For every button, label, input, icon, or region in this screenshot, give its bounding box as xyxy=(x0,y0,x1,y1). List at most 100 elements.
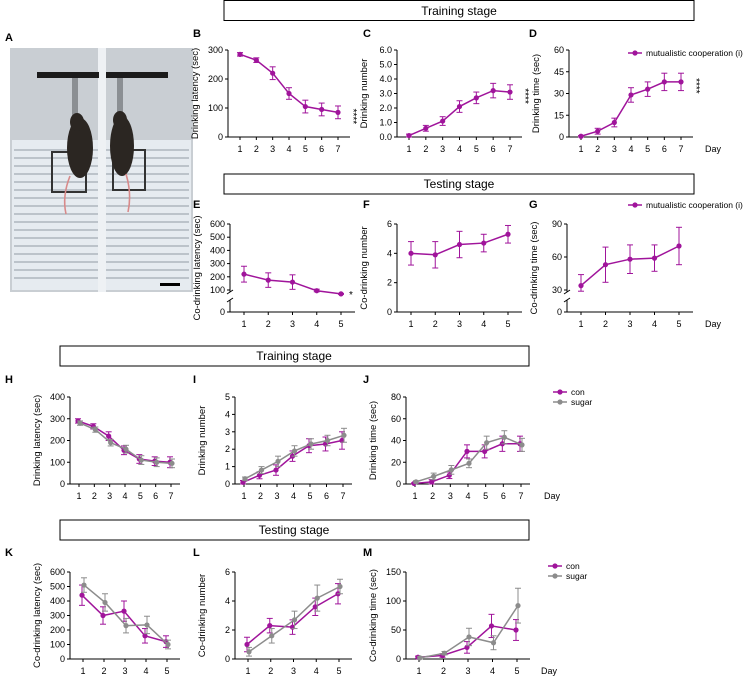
x-tick-label: 1 xyxy=(416,666,421,676)
legend-label: sugar xyxy=(566,571,587,581)
stage-label-training-2: Training stage xyxy=(256,349,332,363)
photo-mouse-right xyxy=(110,116,134,176)
panel-letter-e: E xyxy=(193,199,200,211)
legend-swatch-marker xyxy=(632,202,638,208)
data-point xyxy=(314,595,320,601)
x-tick-label: 4 xyxy=(481,319,486,329)
x-tick-label: 6 xyxy=(153,491,158,501)
significance-marker: **** xyxy=(347,109,358,125)
series-line xyxy=(239,53,339,114)
panel-letter-d: D xyxy=(529,28,537,40)
y-tick-label: 0 xyxy=(557,307,562,317)
stage-banner-training-2: Training stage xyxy=(59,345,530,367)
x-tick-label: 2 xyxy=(101,666,106,676)
x-tick-label: 3 xyxy=(290,319,295,329)
x-tick-label: 7 xyxy=(507,144,512,154)
x-tick-label: 3 xyxy=(465,666,470,676)
y-tick-label: 4 xyxy=(387,248,392,258)
y-tick-label: 100 xyxy=(386,596,401,606)
panel-letter-f: F xyxy=(363,199,370,211)
data-point xyxy=(269,633,275,639)
y-tick-label: 50 xyxy=(391,625,401,635)
x-tick-label: 4 xyxy=(286,144,291,154)
data-point xyxy=(270,70,276,76)
x-tick-label: 5 xyxy=(645,144,650,154)
panel-letter-g: G xyxy=(529,199,538,211)
x-tick-label: 3 xyxy=(107,491,112,501)
x-tick-label: 4 xyxy=(314,319,319,329)
series-mutualistic-cooperation-i- xyxy=(578,226,682,292)
data-point xyxy=(488,623,495,629)
x-tick-label: 5 xyxy=(336,666,341,676)
photo-spout-right xyxy=(117,78,123,122)
legend-swatch-marker xyxy=(552,573,558,579)
series-gray xyxy=(246,578,343,657)
x-tick-label: 4 xyxy=(628,144,633,154)
y-tick-label: 3 xyxy=(225,427,230,437)
y-axis-title: Drinking latency (sec) xyxy=(32,395,43,486)
chart-panel-h: 0 100 200 300 400 1 2 3 4 5 6 7 Drinking latency (se… xyxy=(32,392,180,501)
y-tick-label: 60 xyxy=(554,45,564,55)
chart-panel-b: 0 100 200 300 1 2 3 4 5 6 7 Drinking latency (sec) *… xyxy=(190,45,358,154)
data-point xyxy=(417,655,423,661)
x-tick-label: 4 xyxy=(490,666,495,676)
y-tick-label: 2 xyxy=(387,278,392,288)
x-tick-label: 4 xyxy=(143,666,148,676)
significance-marker: **** xyxy=(690,78,701,94)
data-point xyxy=(337,583,343,590)
y-tick-label: 15 xyxy=(554,110,564,120)
y-tick-label: 90 xyxy=(552,219,562,229)
y-tick-label: 80 xyxy=(391,392,401,402)
legend-swatch-marker xyxy=(552,563,558,569)
data-point xyxy=(423,125,429,131)
data-point xyxy=(432,252,438,258)
data-point xyxy=(244,641,250,648)
panel-letter-l: L xyxy=(193,547,200,559)
data-point xyxy=(289,279,296,285)
x-tick-label: 6 xyxy=(491,144,496,154)
data-point xyxy=(142,633,148,639)
chart-panel-j: 0 20 40 60 80 1 2 3 4 5 6 7 Drinking time (sec) Day co… xyxy=(368,387,592,501)
data-point xyxy=(678,79,684,85)
y-tick-label: 0 xyxy=(225,479,230,489)
y-tick-label: 5 xyxy=(225,392,230,402)
y-tick-label: 60 xyxy=(391,414,401,424)
photo-mouse-left xyxy=(67,118,93,178)
axis-break-mark xyxy=(226,297,234,303)
y-axis-title: Drinking time (sec) xyxy=(368,401,379,480)
x-tick-label: 2 xyxy=(268,666,273,676)
data-point xyxy=(484,440,490,446)
x-tick-label: 2 xyxy=(433,319,438,329)
data-point xyxy=(519,442,525,448)
photo-panel-a xyxy=(10,48,193,292)
y-tick-label: 600 xyxy=(210,219,225,229)
legend-label: con xyxy=(571,387,585,397)
data-point xyxy=(611,119,617,126)
data-point xyxy=(466,634,472,640)
y-tick-label: 400 xyxy=(210,245,225,255)
data-point xyxy=(513,627,519,633)
y-tick-label: 3.0 xyxy=(379,89,392,99)
x-tick-label: 5 xyxy=(514,666,519,676)
data-point xyxy=(335,109,341,115)
x-tick-label: 4 xyxy=(314,666,319,676)
x-tick-label: 2 xyxy=(423,144,428,154)
charts: 0 100 200 3 0 0 1 2 3 4 5 6 7 Drinking latency (sec) *… xyxy=(32,45,743,676)
y-axis-title: Co-drinking latency (sec) xyxy=(192,215,203,320)
data-point xyxy=(314,288,320,294)
y-tick-label: 200 xyxy=(50,625,65,635)
x-tick-label: 3 xyxy=(448,491,453,501)
y-tick-label: 1 xyxy=(225,462,230,472)
data-point xyxy=(602,262,609,268)
y-tick-label: 1.0 xyxy=(379,118,392,128)
y-tick-label: 0 xyxy=(396,654,401,664)
y-tick-label: 4 xyxy=(225,409,230,419)
data-point xyxy=(501,434,507,440)
x-tick-label: 1 xyxy=(578,319,583,329)
data-point xyxy=(154,459,160,465)
data-point xyxy=(507,89,513,95)
x-tick-label: 1 xyxy=(241,491,246,501)
data-point xyxy=(242,476,248,482)
x-tick-label: 5 xyxy=(483,491,488,501)
y-tick-label: 400 xyxy=(50,392,65,402)
